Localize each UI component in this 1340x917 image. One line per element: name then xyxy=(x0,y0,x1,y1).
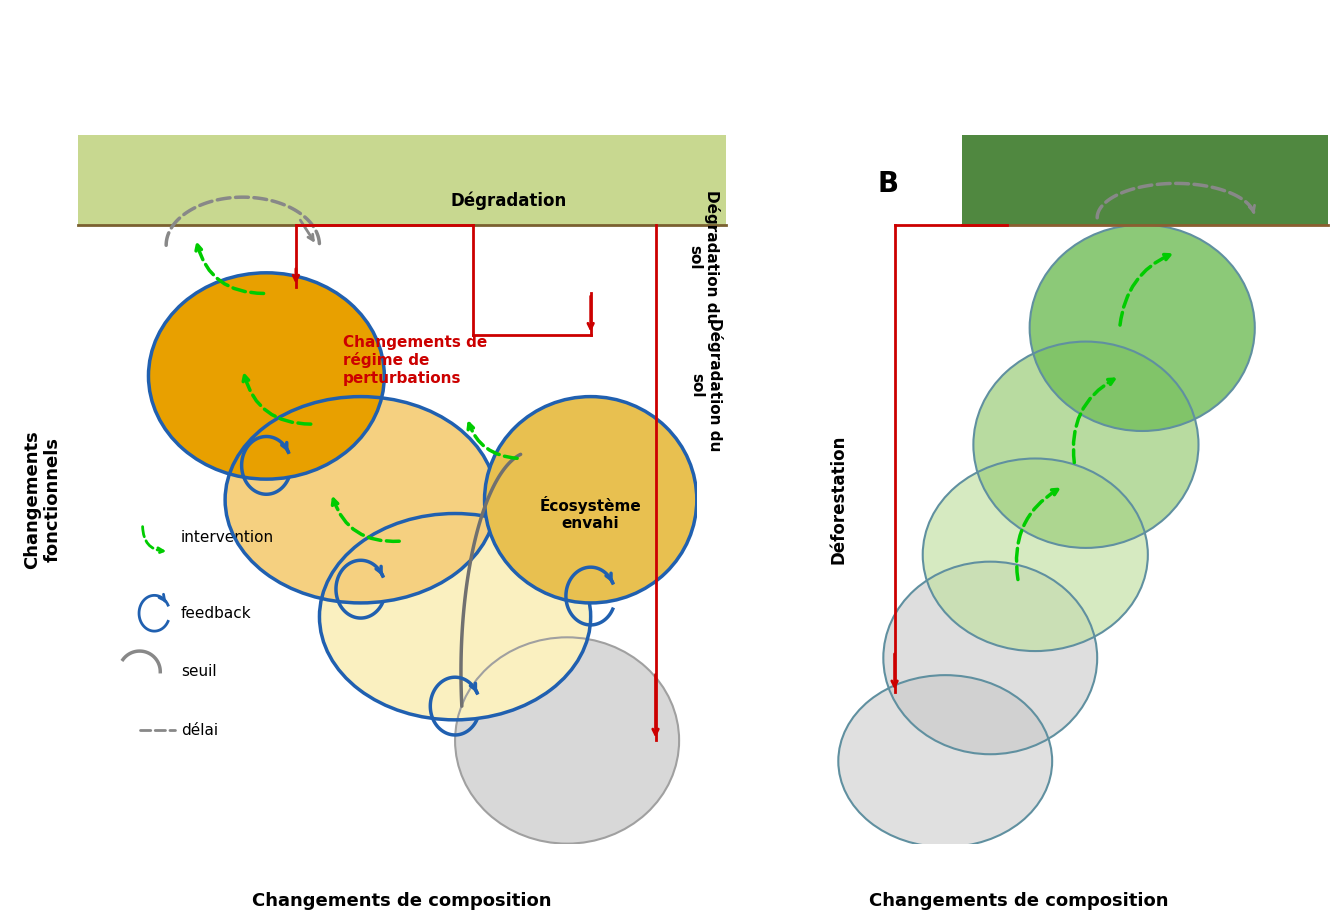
Text: Changements de composition: Changements de composition xyxy=(868,891,1168,910)
Text: feedback: feedback xyxy=(181,606,252,621)
Text: Changements de
régime de
perturbations: Changements de régime de perturbations xyxy=(343,335,488,386)
Text: Dégradation du
sol: Dégradation du sol xyxy=(690,318,722,452)
Text: B: B xyxy=(878,170,899,198)
Ellipse shape xyxy=(485,396,697,603)
Text: Dégradation: Dégradation xyxy=(450,192,567,210)
Ellipse shape xyxy=(319,514,591,720)
Text: Changements
fonctionnels: Changements fonctionnels xyxy=(1337,430,1340,569)
Text: délai: délai xyxy=(181,723,218,737)
Ellipse shape xyxy=(1029,225,1254,431)
Text: Dégradation du
sol: Dégradation du sol xyxy=(687,190,720,324)
Ellipse shape xyxy=(456,637,679,844)
Text: Écosystème
envahi: Écosystème envahi xyxy=(540,496,642,531)
Bar xyxy=(78,135,726,225)
Ellipse shape xyxy=(883,561,1097,754)
Text: Déforestation: Déforestation xyxy=(829,435,847,565)
Ellipse shape xyxy=(839,675,1052,847)
Ellipse shape xyxy=(973,341,1198,547)
Text: Changements de composition: Changements de composition xyxy=(252,891,552,910)
Text: intervention: intervention xyxy=(181,530,273,545)
Ellipse shape xyxy=(923,458,1148,651)
Ellipse shape xyxy=(225,396,496,603)
Text: A: A xyxy=(119,170,141,198)
Ellipse shape xyxy=(149,273,385,480)
Text: Changements
fonctionnels: Changements fonctionnels xyxy=(23,430,62,569)
Bar xyxy=(962,135,1328,225)
Text: seuil: seuil xyxy=(181,664,217,679)
